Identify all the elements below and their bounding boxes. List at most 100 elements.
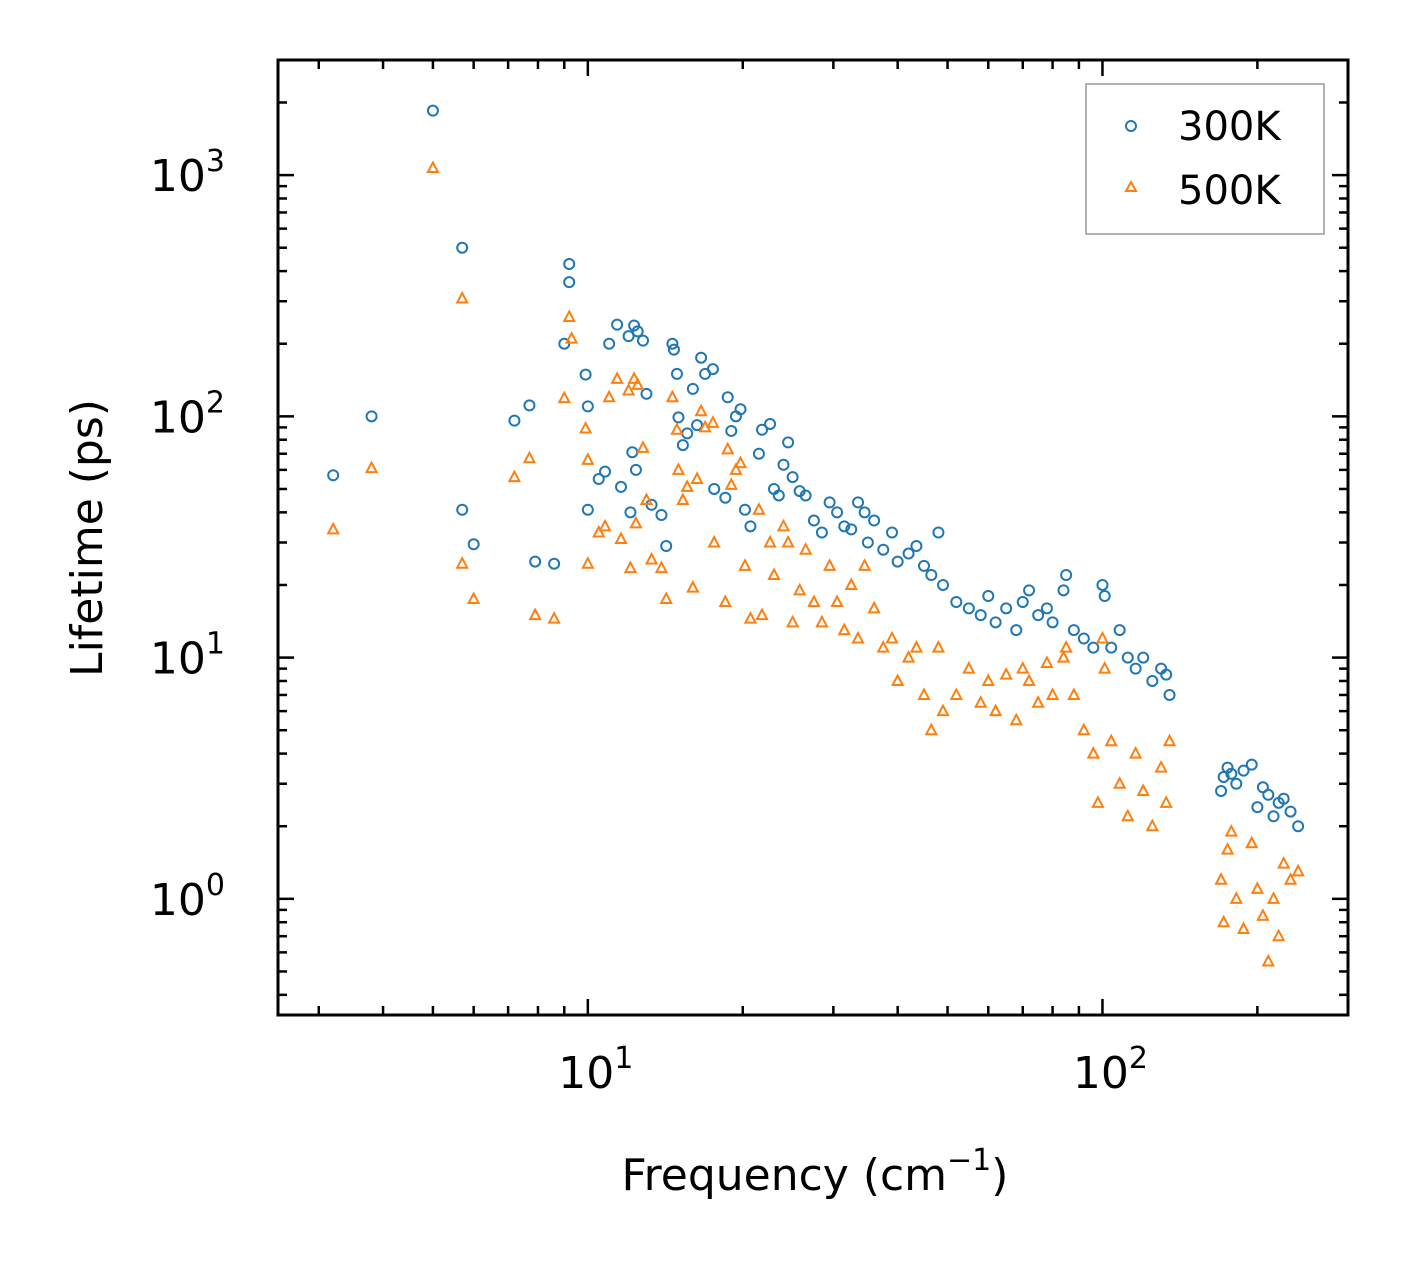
point-500k	[974, 695, 988, 708]
point-300k	[1000, 602, 1013, 615]
point-500k	[1256, 908, 1270, 921]
point-500k	[623, 560, 638, 574]
point-500k	[528, 607, 542, 621]
point-300k	[777, 458, 790, 471]
point-300k	[1023, 584, 1036, 597]
point-500k	[1272, 928, 1286, 942]
point-500k	[738, 558, 752, 571]
point-500k	[776, 518, 791, 532]
point-300k	[772, 489, 785, 502]
point-300k	[721, 391, 734, 404]
point-500k	[1056, 649, 1071, 663]
point-300k	[456, 241, 469, 254]
point-300k	[886, 526, 899, 539]
point-500k	[981, 673, 995, 686]
point-500k	[621, 382, 636, 396]
point-500k	[807, 594, 821, 608]
point-500k	[909, 639, 924, 653]
point-300k	[695, 351, 708, 364]
point-500k	[1040, 655, 1054, 668]
point-500k	[798, 542, 813, 555]
point-300k	[611, 318, 624, 331]
point-500k	[1067, 687, 1081, 700]
point-300k	[660, 540, 673, 553]
point-500k	[1261, 953, 1275, 967]
point-300k	[529, 555, 542, 568]
point-300k	[868, 514, 881, 527]
point-300k	[1262, 788, 1275, 801]
point-500k	[636, 440, 650, 453]
point-300k	[1032, 609, 1045, 622]
point-500k	[857, 558, 872, 571]
point-300k	[1129, 662, 1142, 675]
point-300k	[365, 410, 378, 423]
point-500k	[670, 422, 684, 435]
point-500k	[686, 579, 700, 593]
point-300k	[974, 609, 987, 622]
point-500k	[743, 611, 758, 624]
point-300k	[1146, 674, 1159, 687]
point-500k	[364, 460, 379, 474]
point-500k	[1077, 722, 1091, 736]
point-300k	[676, 439, 689, 452]
point-500k	[455, 556, 469, 569]
point-300k	[962, 602, 975, 615]
point-300k	[686, 382, 699, 395]
point-500k	[1236, 921, 1251, 934]
point-300k	[426, 104, 439, 117]
point-300k	[1105, 641, 1118, 654]
point-500k	[891, 673, 905, 686]
point-500k	[837, 622, 851, 636]
point-300k	[902, 547, 915, 560]
point-500k	[557, 390, 571, 404]
y-tick-label: 100	[150, 868, 225, 926]
plot-frame	[276, 58, 1350, 1017]
point-300k	[456, 503, 469, 516]
point-300k	[910, 540, 923, 553]
point-300k	[640, 387, 653, 400]
point-300k	[1087, 641, 1100, 654]
point-300k	[706, 363, 719, 376]
point-300k	[628, 319, 641, 332]
point-500k	[644, 551, 659, 565]
point-500k	[815, 614, 829, 628]
point-300k	[1215, 784, 1228, 797]
point-500k	[729, 462, 743, 475]
point-300k	[725, 424, 738, 437]
point-500k	[917, 687, 931, 700]
point-300k	[989, 616, 1002, 629]
point-500k	[455, 290, 469, 304]
point-300k	[563, 258, 576, 271]
point-500k	[639, 492, 654, 506]
point-500k	[785, 614, 800, 628]
point-300k	[734, 403, 747, 416]
point-500k	[724, 477, 738, 490]
point-500k	[707, 534, 721, 548]
point-300k	[838, 520, 851, 533]
point-500k	[844, 577, 858, 590]
point-300k	[852, 496, 865, 509]
point-300k	[917, 559, 930, 572]
point-500k	[1217, 914, 1231, 928]
point-300k	[624, 506, 637, 519]
point-500k	[507, 469, 522, 483]
point-500k	[885, 630, 899, 644]
point-500k	[1220, 841, 1235, 855]
point-500k	[694, 403, 708, 417]
point-500k	[755, 607, 769, 621]
point-500k	[610, 371, 624, 384]
point-300k	[786, 471, 799, 484]
point-300k	[1221, 761, 1234, 774]
point-300k	[782, 436, 795, 449]
point-300k	[1230, 777, 1243, 790]
point-500k	[999, 666, 1013, 680]
point-500k	[522, 450, 537, 464]
point-500k	[721, 441, 735, 455]
point-500k	[547, 611, 561, 624]
point-300k	[548, 557, 561, 570]
point-500k	[763, 534, 777, 548]
point-500k	[654, 560, 669, 574]
point-300k	[581, 503, 594, 516]
point-300k	[558, 337, 571, 350]
